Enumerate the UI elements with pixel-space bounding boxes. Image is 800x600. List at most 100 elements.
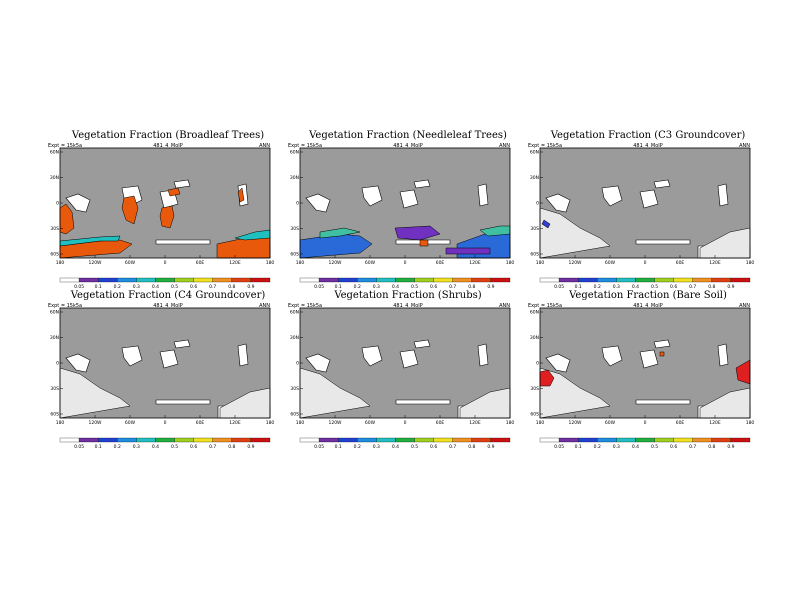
x-tick-label: 0 — [164, 420, 167, 426]
expt-label: Expt = 15k5a — [288, 143, 323, 149]
colorbar: 0.05 0.1 0.2 0.3 0.4 0.5 0.6 0.7 0.8 0.9 — [299, 277, 511, 290]
expt-label: Expt = 15k5a — [288, 303, 323, 309]
colorbar-tick-label: 0.7 — [689, 284, 696, 290]
x-tick-label: 120W — [328, 260, 342, 266]
season-label: ANN — [499, 143, 510, 149]
colorbar-cell — [433, 437, 453, 443]
y-tick-label: 30N — [50, 335, 59, 341]
panel-bare-soil: Vegetation Fraction (Bare Soil) Expt = 1… — [528, 290, 768, 470]
colorbar-cell — [692, 277, 712, 283]
x-tick-label: 180 — [536, 260, 545, 266]
colorbar-cell — [471, 437, 492, 443]
land-patch — [155, 399, 211, 405]
x-tick-label: 180 — [506, 260, 515, 266]
x-tick-label: 180 — [506, 420, 515, 426]
y-tick-label: 60N — [50, 150, 59, 156]
colorbar-tick-label: 0.4 — [392, 284, 399, 290]
colorbar-tick-label: 0.1 — [335, 444, 342, 450]
vegetation-patch — [237, 187, 245, 203]
colorbar-tick-label: 0.8 — [228, 444, 235, 450]
colorbar-tick-label: 0.2 — [114, 284, 121, 290]
land-patch — [477, 343, 489, 367]
colorbar-tick-label: 0.1 — [335, 284, 342, 290]
panel-subtitle: 481_4_MoIP — [633, 303, 663, 309]
panel-shrubs: Vegetation Fraction (Shrubs) Expt = 15k5… — [288, 290, 528, 470]
y-tick-label: 30N — [290, 175, 299, 181]
season-label: ANN — [739, 143, 750, 149]
colorbar-cell — [78, 277, 99, 283]
panel-subtitle: 481_4_MoIP — [393, 143, 423, 149]
colorbar-tick-label: 0.2 — [114, 444, 121, 450]
x-tick-label: 60E — [436, 260, 445, 266]
vegetation-patch — [445, 247, 491, 255]
panel-title: Vegetation Fraction (Bare Soil) — [569, 290, 727, 301]
x-tick-label: 180 — [296, 420, 305, 426]
colorbar-tick-label: 0.3 — [373, 444, 380, 450]
season-label: ANN — [259, 303, 270, 309]
colorbar-cell — [558, 437, 579, 443]
y-tick-label: 60N — [50, 310, 59, 316]
land-patch — [121, 345, 143, 367]
land-patch — [635, 399, 691, 405]
season-label: ANN — [739, 303, 750, 309]
season-label: ANN — [499, 303, 510, 309]
colorbar-cell — [231, 277, 252, 283]
x-tick-label: 0 — [404, 260, 407, 266]
land-patch — [601, 185, 623, 207]
x-tick-label: 120E — [469, 260, 481, 266]
y-tick-label: 60N — [290, 310, 299, 316]
x-tick-label: 0 — [164, 260, 167, 266]
colorbar-cell — [616, 277, 636, 283]
land-patch — [361, 185, 383, 207]
colorbar-cell — [452, 277, 472, 283]
colorbar-tick-label: 0.5 — [411, 444, 418, 450]
land-patch — [395, 399, 451, 405]
panel-subtitle: 481_4_MoIP — [633, 143, 663, 149]
land-patch — [653, 179, 671, 189]
y-tick-label: 30N — [530, 175, 539, 181]
colorbar-cell — [299, 437, 320, 443]
colorbar: 0.05 0.1 0.2 0.3 0.4 0.5 0.6 0.7 0.8 0.9 — [539, 277, 751, 290]
colorbar-cell — [376, 437, 396, 443]
colorbar-tick-label: 0.2 — [354, 284, 361, 290]
colorbar-cell — [635, 437, 655, 443]
colorbar-cell — [318, 277, 339, 283]
colorbar-tick-label: 0.9 — [247, 444, 254, 450]
y-tick-label: 30S — [290, 226, 299, 232]
expt-label: Expt = 15k5a — [528, 143, 563, 149]
colorbar-cell — [338, 437, 358, 443]
land-patch — [237, 343, 249, 367]
colorbar-cell — [231, 437, 252, 443]
colorbar-cell — [539, 277, 560, 283]
land-patch — [717, 343, 729, 367]
panel-c4: Vegetation Fraction (C4 Groundcover) Exp… — [48, 290, 288, 470]
vegetation-patch — [319, 227, 361, 239]
expt-label: Expt = 15k5a — [48, 303, 83, 309]
colorbar-cell — [433, 277, 453, 283]
colorbar-tick-label: 0.2 — [594, 284, 601, 290]
colorbar-tick-label: 0.6 — [670, 284, 677, 290]
colorbar-cell — [155, 277, 175, 283]
y-tick-label: 30S — [50, 226, 59, 232]
colorbar-tick-label: 0.8 — [708, 444, 715, 450]
colorbar-tick-label: 0.1 — [95, 444, 102, 450]
y-tick-label: 60S — [50, 412, 59, 418]
colorbar-tick-label: 0.4 — [632, 284, 639, 290]
panel-needleleaf: Vegetation Fraction (Needleleaf Trees) E… — [288, 130, 528, 310]
y-tick-label: 30N — [50, 175, 59, 181]
colorbar: 0.05 0.1 0.2 0.3 0.4 0.5 0.6 0.7 0.8 0.9 — [59, 437, 271, 450]
colorbar-cell — [299, 277, 320, 283]
y-tick-label: 60N — [530, 150, 539, 156]
x-tick-label: 180 — [746, 420, 755, 426]
colorbar-cell — [318, 437, 339, 443]
colorbar-tick-label: 0.6 — [190, 284, 197, 290]
colorbar-tick-label: 0.8 — [468, 444, 475, 450]
colorbar-cell — [59, 277, 80, 283]
land-patch — [65, 353, 91, 373]
y-tick-label: 60S — [530, 412, 539, 418]
land-patch — [477, 183, 489, 207]
colorbar-cell — [539, 437, 560, 443]
colorbar-tick-label: 0.3 — [133, 284, 140, 290]
colorbar-cell — [414, 277, 434, 283]
panel-title: Vegetation Fraction (C4 Groundcover) — [70, 290, 266, 301]
